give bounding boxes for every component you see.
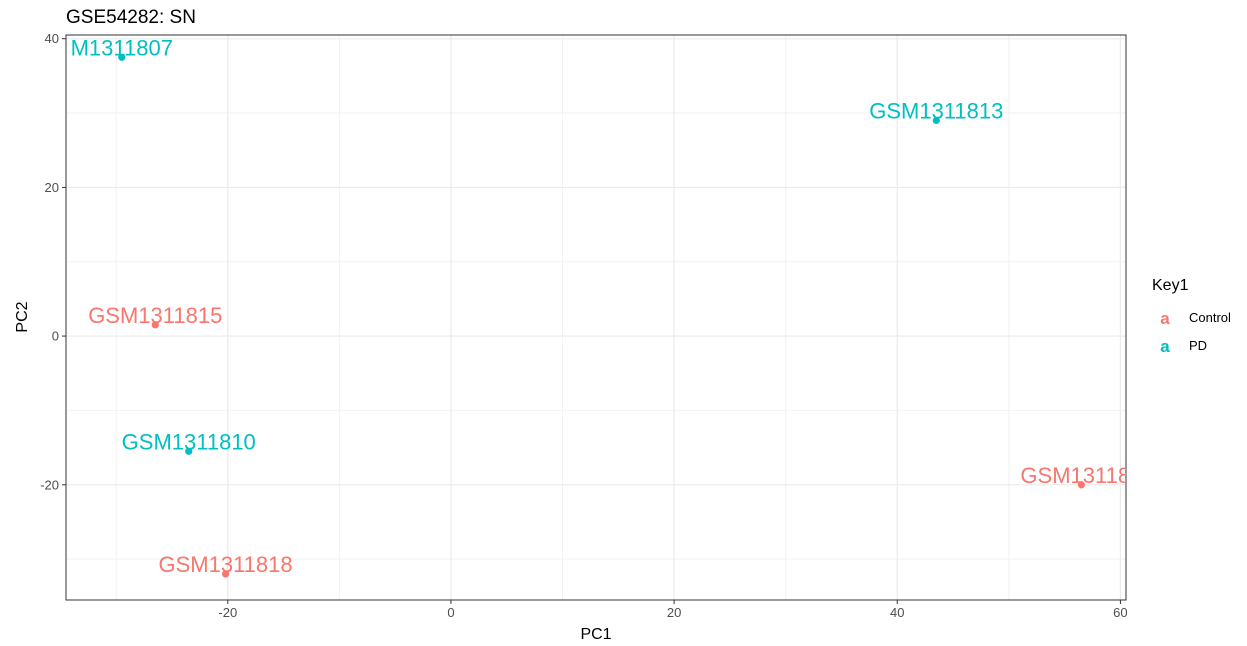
data-point <box>221 570 230 578</box>
data-point-label: GSM1311813 <box>869 98 1003 123</box>
x-tick-label: 60 <box>1113 605 1127 620</box>
data-point-label: M1311807 <box>71 35 173 60</box>
legend-label-control: Control <box>1189 310 1231 325</box>
legend-title: Key1 <box>1152 277 1189 294</box>
x-tick-label: -20 <box>218 605 237 620</box>
legend-label-pd: PD <box>1189 338 1207 353</box>
data-point-label: GSM1311815 <box>88 303 222 328</box>
legend: Key1 a Control a PD <box>1152 277 1231 356</box>
legend-key-pd: a <box>1160 337 1170 356</box>
plot-background <box>66 35 1126 600</box>
y-axis: -20 0 20 40 <box>40 31 66 492</box>
major-grid <box>66 35 1126 600</box>
data-point <box>932 116 940 125</box>
x-tick-label: 0 <box>447 605 454 620</box>
data-point <box>185 447 193 455</box>
y-tick-label: 40 <box>45 31 59 46</box>
data-point <box>118 53 126 61</box>
data-point-label: GSM1311810 <box>122 429 256 454</box>
plot-panel-border <box>65 34 1127 601</box>
data-point-label: GSM1311818 <box>158 552 292 577</box>
x-tick-label: 20 <box>667 605 681 620</box>
legend-key-control: a <box>1160 309 1170 328</box>
y-tick-label: 0 <box>52 329 59 344</box>
data-point <box>1077 481 1085 489</box>
chart-title: GSE54282: SN <box>66 7 196 28</box>
x-axis-title: PC1 <box>580 626 611 643</box>
data-points: GSM1311815 GSM131182 GSM1311818 M1311807 GSM… <box>71 35 1142 578</box>
y-tick-label: -20 <box>40 477 59 492</box>
data-point-label: GSM131182 <box>1020 463 1142 488</box>
x-tick-label: 40 <box>890 605 904 620</box>
y-tick-label: 20 <box>45 180 59 195</box>
minor-grid <box>66 35 1126 600</box>
data-point <box>151 321 159 329</box>
y-axis-title: PC2 <box>14 301 31 332</box>
x-axis: -20 0 20 40 60 <box>218 600 1128 620</box>
